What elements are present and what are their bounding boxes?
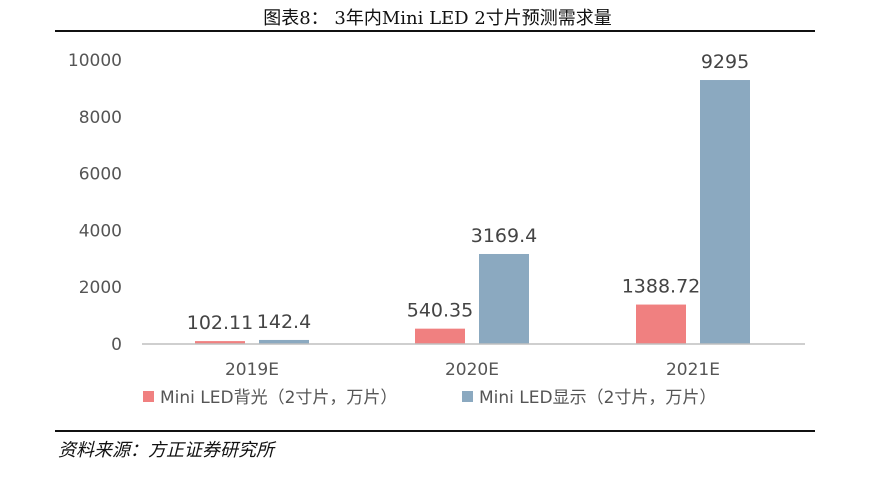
x-tick-label: 2021E xyxy=(666,360,720,380)
legend-swatch-backlight xyxy=(143,391,154,402)
legend-label: Mini LED背光（2寸片，万片） xyxy=(160,388,397,408)
bar-display-2020E xyxy=(479,253,529,344)
y-tick-label: 4000 xyxy=(79,221,122,241)
x-tick-label: 2019E xyxy=(225,360,279,380)
bars-group xyxy=(195,80,750,344)
legend: Mini LED背光（2寸片，万片） Mini LED显示（2寸片，万片） xyxy=(143,388,716,408)
bottom-rule xyxy=(55,430,815,432)
x-tick-label: 2020E xyxy=(445,360,499,380)
y-tick-label: 6000 xyxy=(79,165,122,185)
data-label: 9295 xyxy=(701,51,749,73)
bar-backlight-2019E xyxy=(195,341,245,344)
figure-title: 图表8： 3年内Mini LED 2寸片预测需求量 xyxy=(263,8,612,29)
legend-swatch-display xyxy=(462,391,473,402)
source-note: 资料来源：方正证券研究所 xyxy=(58,440,274,461)
data-label: 540.35 xyxy=(407,300,473,322)
y-tick-label: 10000 xyxy=(68,51,122,71)
bar-display-2019E xyxy=(259,339,309,344)
bar-backlight-2020E xyxy=(415,328,465,344)
bar-display-2021E xyxy=(700,80,750,344)
y-axis: 0 2000 4000 6000 8000 10000 xyxy=(68,51,122,355)
data-labels: 102.11 540.35 1388.72 142.4 3169.4 9295 xyxy=(187,51,749,334)
bar-backlight-2021E xyxy=(636,304,686,344)
data-label: 3169.4 xyxy=(471,225,537,247)
data-label: 102.11 xyxy=(187,312,253,334)
data-label: 1388.72 xyxy=(622,276,701,298)
y-tick-label: 0 xyxy=(111,335,122,355)
y-tick-label: 8000 xyxy=(79,108,122,128)
x-axis: 2019E 2020E 2021E xyxy=(225,360,720,380)
legend-label: Mini LED显示（2寸片，万片） xyxy=(479,388,716,408)
top-rule xyxy=(55,30,815,32)
y-tick-label: 2000 xyxy=(79,278,122,298)
data-label: 142.4 xyxy=(257,311,311,333)
